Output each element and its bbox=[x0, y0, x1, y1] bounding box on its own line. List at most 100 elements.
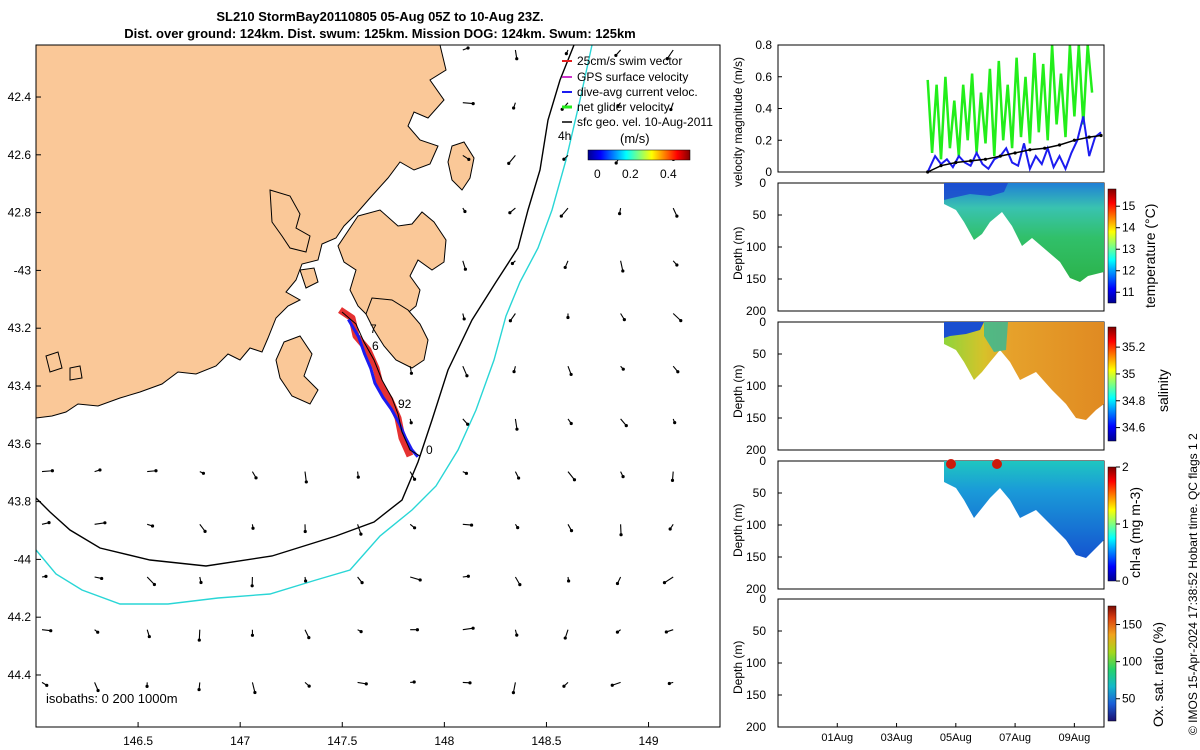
colorbar-tick-label: 35.2 bbox=[1122, 340, 1146, 354]
velocity-vector-head bbox=[303, 529, 307, 534]
velocity-vector-head bbox=[96, 688, 100, 693]
colorbar-tick-label: 13 bbox=[1122, 242, 1136, 256]
track-label-6: 6 bbox=[372, 339, 379, 353]
map-y-tick-label: -44 bbox=[14, 552, 32, 566]
chlorophyll-hotspot bbox=[946, 459, 956, 469]
map-y-tick-label: 43.2 bbox=[8, 321, 32, 335]
temperature-surface-cool-patch bbox=[944, 183, 1008, 200]
map-y-tick-label: 43.6 bbox=[8, 437, 32, 451]
velocity-vector-head bbox=[667, 681, 671, 686]
y-tick-label: 200 bbox=[746, 443, 766, 457]
oxygen-colorbar-label: Ox. sat. ratio (%) bbox=[1150, 622, 1166, 727]
velocity-series-point bbox=[983, 157, 988, 161]
velocity-vector bbox=[146, 576, 155, 585]
velocity-vector-head bbox=[147, 634, 151, 639]
velocity-vector-head bbox=[49, 629, 53, 633]
velocity-vector-head bbox=[515, 427, 519, 431]
velocity-vector-head bbox=[409, 371, 414, 375]
velocity-vector-head bbox=[50, 469, 54, 473]
velocity-vector-head bbox=[518, 582, 522, 587]
map-y-tick-label: 43.8 bbox=[8, 495, 32, 509]
velocity-vector-head bbox=[304, 480, 308, 484]
velocity-vector-head bbox=[44, 574, 48, 578]
salinity-section-fill bbox=[944, 322, 1104, 420]
velocity-vector-head bbox=[614, 53, 618, 58]
velocity-vector-head bbox=[675, 263, 679, 267]
velocity-vector-head bbox=[669, 107, 673, 112]
y-tick-label: 50 bbox=[753, 208, 767, 222]
velocity-vector bbox=[462, 365, 468, 376]
velocity-series-group bbox=[926, 44, 1103, 174]
colorbar-tick-label: 1 bbox=[1122, 517, 1129, 531]
velocity-vector-head bbox=[463, 209, 467, 214]
map-y-tick-label: 42.6 bbox=[8, 148, 32, 162]
velocity-vector bbox=[514, 418, 518, 430]
velocity-vector-head bbox=[145, 684, 149, 688]
velocity-vector-head bbox=[304, 579, 308, 583]
velocity-vector bbox=[251, 682, 256, 693]
y-tick-label: 200 bbox=[746, 720, 766, 734]
salinity-surface-fresh-patch bbox=[944, 322, 984, 338]
velocity-vector-head bbox=[516, 525, 520, 530]
velocity-vector-head bbox=[359, 532, 363, 536]
velocity-vector-head bbox=[508, 319, 512, 323]
map-y-tick-label: 42.4 bbox=[8, 90, 32, 104]
surface-velocity-vectors bbox=[41, 46, 683, 695]
chlorophyll-y-ticks: 0 50 100 150 200 bbox=[746, 454, 782, 596]
velocity-vector bbox=[508, 155, 516, 164]
velocity-vector-head bbox=[563, 265, 567, 270]
velocity-vector-head bbox=[154, 469, 158, 473]
y-tick-label: 50 bbox=[753, 624, 767, 638]
velocity-vector-head bbox=[511, 691, 516, 695]
map-legend: 25cm/s swim vector GPS surface velocity … bbox=[562, 54, 713, 129]
legend-label-net: net glider velocity bbox=[577, 100, 670, 114]
velocity-vector-head bbox=[203, 529, 207, 533]
velocity-vector-head bbox=[464, 471, 469, 475]
velocity-vector-head bbox=[103, 521, 107, 525]
salinity-panel: 0 50 100 150 200 Depth (m) 34.6 34.8 35 35.2 sa… bbox=[731, 315, 1171, 457]
track-label-4h: 4h bbox=[558, 129, 571, 143]
velocity-series-point bbox=[969, 159, 973, 163]
velocity-vector bbox=[357, 524, 362, 535]
velocity-vector-head bbox=[564, 52, 568, 56]
glider-track-dive-avg bbox=[347, 318, 419, 458]
y-tick-label: 0 bbox=[759, 315, 766, 329]
velocity-series-point bbox=[954, 160, 958, 165]
velocity-vector-head bbox=[616, 104, 620, 108]
velocity-vector-head bbox=[412, 680, 416, 684]
oxygen-ylabel: Depth (m) bbox=[731, 641, 745, 694]
y-tick-label: 150 bbox=[746, 550, 766, 564]
colorbar-tick-label: 0 bbox=[1122, 574, 1129, 588]
temperature-colorbar bbox=[1107, 188, 1117, 304]
velocity-vector-head bbox=[98, 468, 102, 472]
velocity-vector-head bbox=[507, 161, 511, 165]
velocity-vector-head bbox=[619, 533, 623, 537]
time-x-tick-label: 03Aug bbox=[881, 732, 913, 744]
land-tasman-peninsula bbox=[365, 297, 429, 369]
velocity-vector bbox=[462, 627, 474, 631]
map-x-tick-label: 147 bbox=[230, 734, 250, 748]
velocity-vector-head bbox=[572, 478, 577, 482]
oxygen-colorbar bbox=[1107, 605, 1117, 722]
velocity-vector-head bbox=[201, 471, 206, 475]
y-tick-label: 150 bbox=[746, 411, 766, 425]
y-tick-label: 0.4 bbox=[755, 102, 772, 116]
velocity-vector-head bbox=[621, 475, 625, 479]
velocity-vector bbox=[198, 629, 201, 641]
map-y-tick-label: 44.4 bbox=[8, 668, 32, 682]
time-x-tick-label: 05Aug bbox=[940, 732, 972, 744]
velocity-vector-head bbox=[359, 630, 363, 634]
y-tick-label: 0 bbox=[765, 165, 772, 179]
chlorophyll-colorbar bbox=[1107, 466, 1117, 582]
y-tick-label: 0.6 bbox=[755, 70, 772, 84]
velocity-vector-head bbox=[250, 584, 254, 588]
velocity-vector-head bbox=[517, 476, 521, 480]
velocity-vector bbox=[560, 207, 569, 217]
colorbar-tick-label: 34.6 bbox=[1122, 421, 1146, 435]
map-colorbar-tick: 0.4 bbox=[660, 167, 677, 181]
land-islet bbox=[299, 267, 319, 289]
chlorophyll-panel: 0 50 100 150 200 Depth (m) 0 1 2 chl-a (mg m-3… bbox=[731, 454, 1143, 596]
colorbar-tick-label: 50 bbox=[1122, 692, 1136, 706]
colorbar-tick-label: 14 bbox=[1122, 221, 1136, 235]
